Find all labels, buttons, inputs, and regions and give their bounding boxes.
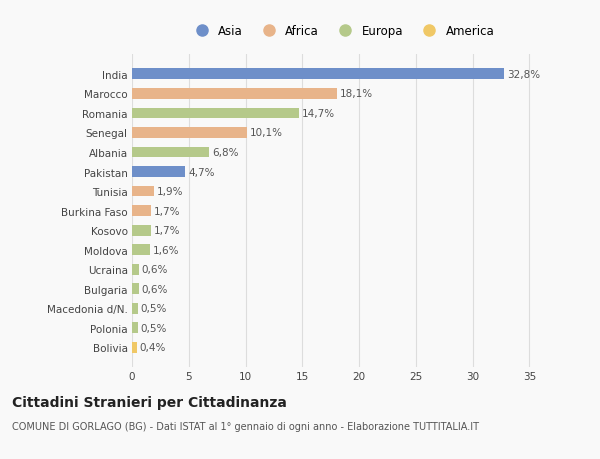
Bar (132, 342, 137, 353)
Text: 1,7%: 1,7% (154, 206, 181, 216)
Bar (132, 303, 137, 314)
Bar (132, 108, 299, 119)
Bar (132, 245, 150, 256)
Bar (132, 225, 151, 236)
Text: 1,9%: 1,9% (157, 187, 183, 196)
Text: 0,6%: 0,6% (142, 284, 168, 294)
Text: 0,4%: 0,4% (139, 343, 166, 353)
Bar (132, 264, 139, 275)
Bar (132, 167, 185, 178)
Text: 18,1%: 18,1% (340, 89, 373, 99)
Bar (132, 69, 505, 80)
Bar (132, 186, 154, 197)
Text: Cittadini Stranieri per Cittadinanza: Cittadini Stranieri per Cittadinanza (12, 395, 287, 409)
Text: 0,5%: 0,5% (140, 304, 167, 313)
Text: 0,5%: 0,5% (140, 323, 167, 333)
Text: 1,7%: 1,7% (154, 226, 181, 235)
Legend: Asia, Africa, Europa, America: Asia, Africa, Europa, America (185, 20, 499, 43)
Bar (132, 284, 139, 295)
Text: COMUNE DI GORLAGO (BG) - Dati ISTAT al 1° gennaio di ogni anno - Elaborazione TU: COMUNE DI GORLAGO (BG) - Dati ISTAT al 1… (12, 421, 479, 431)
Text: 0,6%: 0,6% (142, 265, 168, 274)
Text: 6,8%: 6,8% (212, 148, 239, 157)
Bar (132, 147, 209, 158)
Bar (132, 89, 337, 100)
Bar (132, 206, 151, 217)
Text: 1,6%: 1,6% (153, 245, 179, 255)
Text: 32,8%: 32,8% (507, 70, 540, 79)
Text: 10,1%: 10,1% (250, 128, 283, 138)
Bar (132, 128, 247, 139)
Text: 4,7%: 4,7% (188, 167, 215, 177)
Bar (132, 323, 137, 334)
Text: 14,7%: 14,7% (302, 109, 335, 118)
